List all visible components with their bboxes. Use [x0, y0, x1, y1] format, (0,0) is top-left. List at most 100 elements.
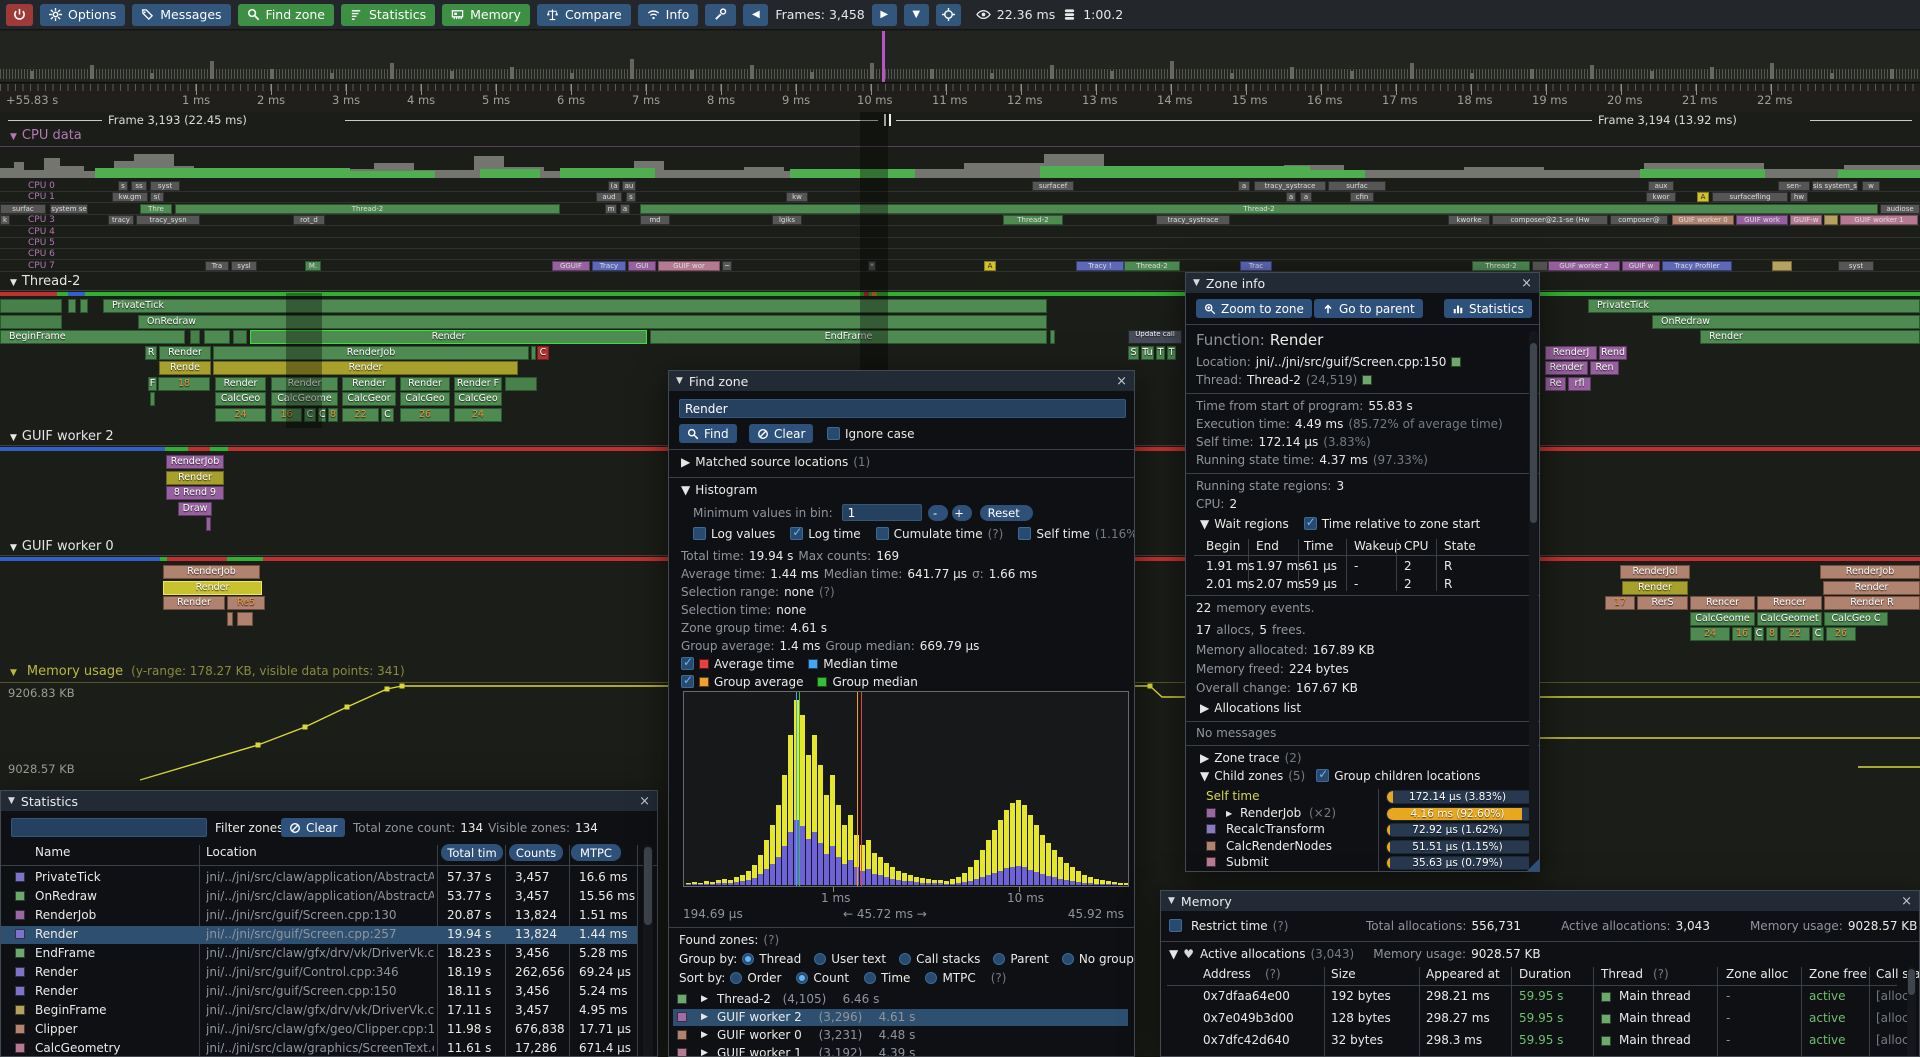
allocations-scrollbar[interactable] — [1907, 967, 1916, 1056]
zone-chip[interactable]: BeginFrame — [0, 330, 185, 344]
zone-chip[interactable]: Render — [166, 470, 224, 485]
zone-chip[interactable]: 8 — [328, 407, 338, 422]
cpu-zone-chip[interactable]: Thre — [140, 203, 172, 214]
sort-by-order[interactable]: Order — [730, 971, 786, 985]
cpu-zone-chip[interactable]: au — [622, 181, 636, 191]
child-zone-row[interactable]: Self time 172.14 µs (3.83%) — [1186, 789, 1539, 805]
zone-chip[interactable]: CalcGeome — [271, 392, 338, 406]
cpu-zone-chip[interactable]: kw — [786, 192, 808, 203]
cpu-zone-chip[interactable]: lgiks — [772, 215, 802, 226]
bin-reset-button[interactable]: Reset — [979, 505, 1033, 521]
zone-chip[interactable]: Update call — [1128, 330, 1182, 344]
zone-chip[interactable]: CalcGeome — [1690, 611, 1755, 626]
cpu-zone-chip[interactable]: Thread-2 — [1003, 215, 1063, 226]
zone-chip[interactable]: Rencer — [1757, 596, 1822, 610]
cpu-zone-chip[interactable]: m — [605, 203, 617, 214]
cpu-zone-chip[interactable]: GUIF wor — [658, 260, 720, 271]
zone-chip[interactable]: 8 Rend 9 — [166, 486, 224, 500]
cpu-zone-chip[interactable]: a — [1238, 181, 1250, 191]
zone-chip[interactable]: C — [1754, 627, 1764, 641]
group-by-user-text[interactable]: User text — [814, 952, 891, 966]
allocation-row[interactable]: 0x7dfaa64e00 192 bytes 298.21 ms 59.95 s Mai… — [1203, 989, 1919, 1003]
stats-table-row[interactable]: Clipper jni/../jni/src/claw/gfx/geo/Clipp… — [1, 1021, 637, 1039]
zone-chip[interactable] — [68, 299, 76, 313]
checkbox[interactable] — [1169, 919, 1182, 932]
cpu-zone-chip[interactable]: Tracy ! — [1076, 260, 1124, 271]
zone-chip[interactable]: Render — [215, 376, 266, 391]
active-allocations-section[interactable]: ▼ ♥ Active allocations (3,043) Memory usage:… — [1169, 947, 1541, 961]
found-zone-group[interactable]: ▶ Thread-2 (4,105) 6.46 s — [673, 991, 1128, 1008]
stats-table-row[interactable]: CalcGeometry jni/../jni/src/claw/graphics… — [1, 1040, 637, 1056]
found-zone-group[interactable]: ▶ GUIF worker 2 (3,296) 4.61 s — [673, 1009, 1128, 1026]
cpu-zone-chip[interactable]: s( — [150, 192, 164, 203]
zone-chip[interactable]: Render — [1823, 580, 1920, 595]
cpu-zone-chip[interactable]: GUIF worker 1 — [1840, 215, 1918, 226]
zone-chip[interactable]: Render — [400, 376, 450, 391]
zone-chip[interactable]: Render — [213, 361, 518, 375]
sort-mtpc-button[interactable]: MTPC — [571, 844, 621, 861]
memory-window-titlebar[interactable]: ▼ Memory × — [1161, 891, 1919, 911]
frame-minimap[interactable] — [0, 31, 1920, 83]
checkbox[interactable] — [827, 427, 840, 440]
zone-info-window-titlebar[interactable]: ▼ Zone info × — [1186, 273, 1539, 293]
zone-chip[interactable]: CalcGeor — [342, 392, 396, 406]
cpu-zone-chip[interactable]: GUIF work — [1736, 215, 1788, 226]
cpu-data-header[interactable]: ▼ CPU data — [10, 128, 82, 143]
option-log-time[interactable]: Log time — [790, 525, 865, 541]
zone-info-scrollbar[interactable] — [1529, 331, 1538, 871]
zone-chip[interactable]: RenderJob — [1820, 565, 1920, 579]
zone-chip[interactable]: C — [381, 407, 394, 422]
zone-chip[interactable]: 24 — [454, 407, 502, 422]
sort-by-count[interactable]: Count — [796, 971, 854, 985]
thread-header-thread-2[interactable]: ▼ Thread-2 — [10, 274, 81, 289]
zone-chip[interactable]: RenderJ — [1545, 345, 1597, 360]
frame-label-right[interactable]: Frame 3,194 (13.92 ms) — [1598, 113, 1737, 127]
cpu-zone-chip[interactable]: Tra — [205, 260, 229, 271]
zone-chip[interactable]: CalcGeo — [215, 392, 266, 406]
zone-chip[interactable]: Render — [342, 376, 396, 391]
statistics-button[interactable]: Statistics — [340, 3, 436, 26]
minimap-cursor[interactable] — [882, 31, 885, 82]
memory-usage-header[interactable]: ▼ Memory usage (y-range: 178.27 KB, visibl… — [10, 664, 405, 679]
statistics-window-titlebar[interactable]: ▼ Statistics × — [1, 791, 657, 811]
zone-chip[interactable]: CalcGeomet — [1757, 611, 1822, 626]
thread-header-guif-worker-0[interactable]: ▼ GUIF worker 0 — [10, 539, 114, 554]
cpu-zone-chip[interactable]: syst — [1838, 260, 1874, 271]
child-zone-row[interactable]: ▶ RenderJob (×2) 4.16 ms (92.60%) — [1186, 806, 1539, 822]
histogram-section[interactable]: ▼ Histogram — [681, 483, 758, 497]
stats-table-row[interactable]: PrivateTick jni/../jni/src/claw/applicati… — [1, 869, 637, 887]
find-zone-button[interactable]: Find zone — [237, 3, 334, 26]
options-button[interactable]: Options — [40, 3, 126, 26]
cpu-zone-chip[interactable]: kwor — [1646, 192, 1676, 203]
cpu-zone-chip[interactable]: GUIF w — [1622, 260, 1660, 271]
cpu-zone-chip[interactable]: * — [868, 260, 876, 271]
group-by-no-grouping[interactable]: No grouping — [1061, 952, 1134, 966]
zone-chip[interactable]: R — [145, 345, 157, 360]
sort-counts-button[interactable]: Counts — [509, 844, 563, 861]
zone-chip[interactable] — [80, 299, 88, 313]
zone-chip[interactable]: CalcGeo — [400, 392, 450, 406]
zone-chip[interactable]: RenderJob — [213, 345, 529, 360]
radio-button[interactable] — [925, 972, 938, 984]
cpu-zone-chip[interactable] — [1824, 215, 1838, 226]
cpu-zone-chip[interactable]: s — [626, 192, 636, 203]
bin-minus-button[interactable]: - — [927, 505, 948, 521]
cpu-zone-chip[interactable]: GUIF worker 0 — [1672, 215, 1734, 226]
cpu-zone-chip[interactable]: surfacefling — [1712, 192, 1788, 203]
group-by-parent[interactable]: Parent — [993, 952, 1053, 966]
zone-chip[interactable]: Render — [159, 345, 211, 360]
zone-chip[interactable]: Render R — [1824, 596, 1920, 610]
cpu-zone-chip[interactable]: tracy_systrace — [1156, 215, 1230, 226]
close-icon[interactable]: × — [639, 793, 650, 809]
zone-chip[interactable]: RerS — [1637, 596, 1688, 610]
allocation-row[interactable]: 0x7dfc42d640 32 bytes 298.3 ms 59.95 s Main … — [1203, 1033, 1919, 1047]
cpu-zone-chip[interactable]: surfac — [0, 203, 46, 214]
sort-by-mtpc[interactable]: MTPC — [925, 971, 980, 985]
zone-chip[interactable]: 16 — [1732, 627, 1752, 641]
zone-chip[interactable]: 24 — [215, 407, 266, 422]
zone-chip[interactable]: 24 — [1690, 627, 1730, 641]
cpu-zone-chip[interactable]: A — [1697, 192, 1709, 203]
cpu-zone-chip[interactable]: Thread-2 — [1124, 260, 1180, 271]
power-button[interactable] — [6, 3, 33, 26]
cpu-zone-chip[interactable]: composer@2.1-se (Hw — [1492, 215, 1608, 226]
